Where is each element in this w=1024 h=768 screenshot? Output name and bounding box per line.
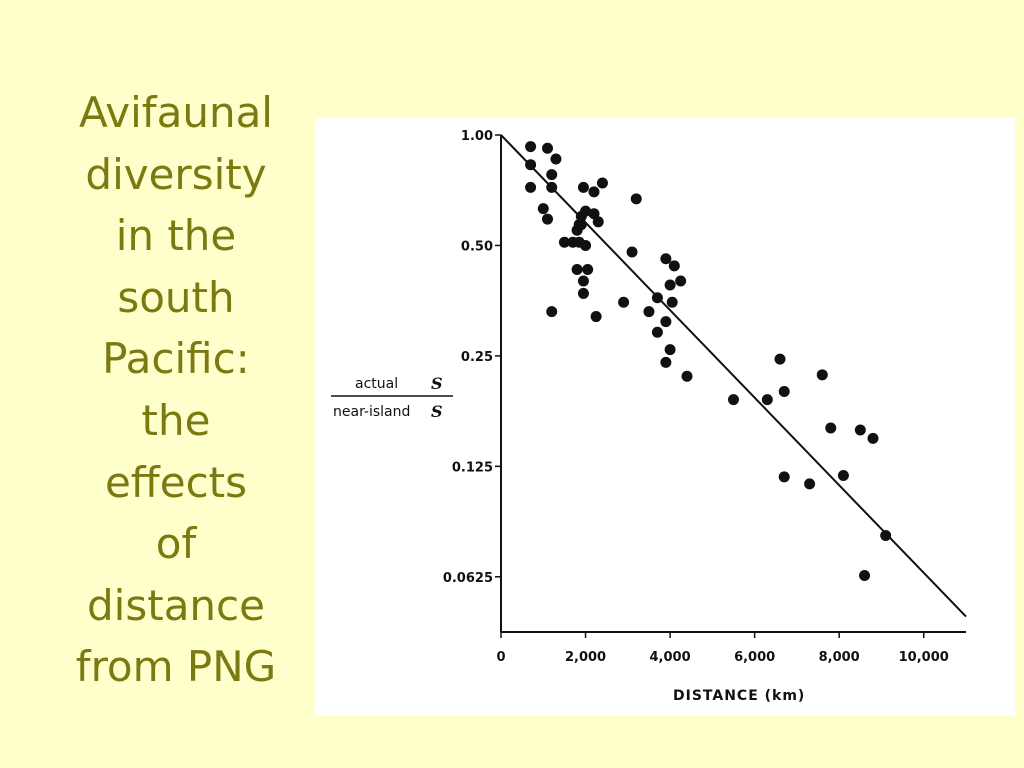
data-point [660,316,672,328]
data-point [542,213,553,225]
title-line: south [117,272,235,322]
data-point [546,169,558,181]
data-point [668,260,680,272]
data-point [660,356,672,368]
data-point [577,181,589,193]
title-line: Pacific: [102,334,250,384]
data-point [546,306,558,318]
data-point [660,253,672,265]
data-point [859,570,871,582]
data-point [577,275,589,287]
y-label-denominator-var: S [431,402,443,421]
x-axis-title: DISTANCE (km) [673,688,805,704]
data-point [571,263,583,275]
data-point [681,370,693,382]
data-point [854,424,866,436]
data-point [588,186,600,198]
data-point [880,529,892,541]
chart-panel: 1.00 0.50 0.25 0.125 0.0625 0 2,000 4,000 6,000… [315,118,1015,716]
data-point [618,296,630,308]
data-point [580,205,592,217]
y-tick-label: 0.0625 [443,571,493,586]
data-point [580,239,592,251]
x-axis-ticks: 0 2,000 4,000 6,000 8,000 10,000 [496,632,949,665]
x-tick-label: 10,000 [899,650,949,665]
title-line: of [155,519,197,569]
slide-title: Avifaunal diversity in the south Pacific: the… [52,82,300,698]
data-point [816,369,828,381]
data-point [774,353,786,365]
data-point [537,203,549,215]
data-point [778,471,790,483]
trend-line [500,134,967,618]
data-point [630,193,642,205]
data-point [825,422,837,434]
data-point [582,263,594,275]
data-point [525,181,537,193]
data-point [804,478,816,490]
data-point [837,470,849,482]
data-point [651,326,663,338]
y-axis-label: actual S near-island S [331,374,453,421]
title-line: the [141,395,211,445]
y-label-denominator: near-island [333,404,410,420]
data-point [643,306,655,318]
y-tick-label: 1.00 [461,129,493,144]
data-point [575,219,587,231]
data-point [867,432,879,444]
data-point [525,141,537,153]
y-tick-label: 0.125 [452,460,493,475]
data-point [664,344,676,356]
data-point [577,287,589,299]
x-tick-label: 0 [496,650,505,665]
title-line: effects [104,457,248,507]
data-point [666,296,678,308]
data-point [728,394,739,406]
x-tick-label: 8,000 [819,650,860,665]
y-tick-label: 0.25 [461,350,493,365]
data-point [558,236,570,248]
y-axis-ticks: 1.00 0.50 0.25 0.125 0.0625 [443,129,501,586]
y-tick-label: 0.50 [461,239,493,254]
title-line: Avifaunal [79,88,273,137]
x-tick-label: 2,000 [565,650,606,665]
data-point [525,159,537,171]
title-line: in the [115,211,237,261]
x-tick-label: 6,000 [734,650,775,665]
y-label-numerator-var: S [431,374,443,393]
data-points [525,141,892,582]
data-point [590,311,602,323]
data-point [542,142,553,154]
scatter-chart: 1.00 0.50 0.25 0.125 0.0625 0 2,000 4,000 6,000… [331,129,967,704]
data-point [592,216,604,228]
data-point [546,181,558,193]
data-point [596,177,608,189]
data-point [778,385,790,397]
title-line: distance [87,580,265,630]
data-point [664,279,676,291]
data-point [550,153,562,165]
data-point [761,394,773,406]
y-label-numerator: actual [355,376,398,392]
data-point [626,246,638,258]
title-line: from PNG [75,642,277,692]
data-point [675,275,687,287]
data-point [651,292,663,304]
chart-axes [500,135,966,633]
x-tick-label: 4,000 [650,650,691,665]
title-line: diversity [85,149,267,199]
trend-line-group [500,134,967,618]
